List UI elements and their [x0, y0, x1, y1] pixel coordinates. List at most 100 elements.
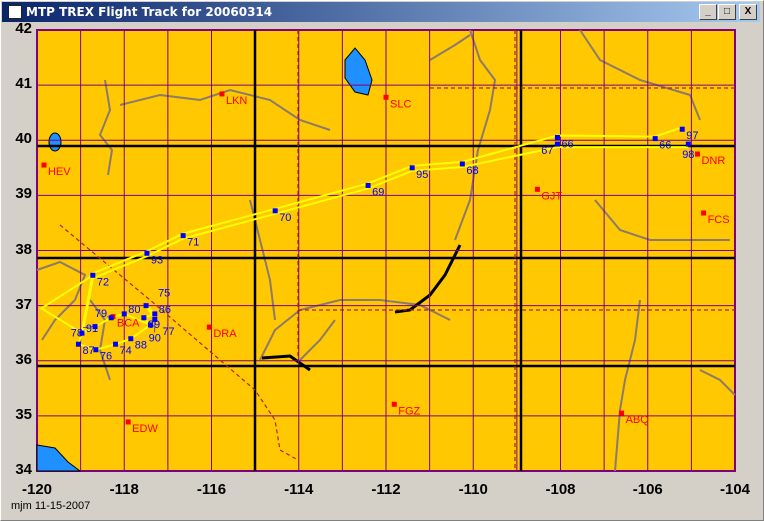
grid	[37, 30, 735, 471]
waypoint-label: 87	[82, 345, 94, 357]
waypoint-label: 66	[659, 140, 671, 152]
y-tick-label: 35	[15, 405, 32, 423]
waypoint-label: 77	[162, 326, 174, 338]
state-borders	[59, 30, 735, 471]
x-tick-label: -120	[21, 481, 53, 498]
station-label: DNR	[701, 155, 725, 167]
waypoint-label: 89	[148, 319, 160, 331]
track-segment	[39, 274, 94, 335]
y-tick-label: 36	[15, 350, 32, 368]
waypoint-marker	[90, 272, 96, 278]
waypoint-label: 97	[686, 130, 698, 142]
y-tick-label: 42	[15, 20, 32, 37]
waypoint-label: 67	[541, 145, 553, 157]
y-tick-label: 39	[15, 185, 32, 203]
waypoint-label: 66	[561, 138, 573, 150]
stations: LKN SLC HEV GJT DNR FCS DRA BCA FGZ ABQ EDW	[41, 91, 730, 435]
station-marker	[206, 324, 212, 330]
waypoint-marker	[79, 330, 85, 336]
waypoint-marker	[147, 322, 153, 328]
title-bar[interactable]: MTP TREX Flight Track for 20060314 _ □ X	[2, 2, 760, 22]
waypoint-label: 98	[682, 149, 694, 161]
waypoint-marker	[144, 250, 150, 256]
region-boundaries	[37, 30, 735, 471]
station-marker	[219, 91, 225, 97]
waypoint-marker	[679, 126, 685, 132]
station-label: DRA	[213, 328, 237, 340]
waypoint-marker	[121, 311, 127, 317]
waypoint-marker	[554, 134, 560, 140]
waypoint-marker	[141, 315, 147, 321]
x-tick-label: -112	[371, 481, 401, 498]
waypoint-marker	[272, 208, 278, 214]
app-icon	[8, 5, 22, 19]
waypoint-label: 93	[151, 254, 163, 266]
station-label: FCS	[708, 214, 730, 226]
track-segment	[80, 146, 689, 337]
waypoint-marker	[93, 347, 99, 353]
great-salt-lake	[344, 47, 373, 96]
x-tick-label: -104	[719, 481, 751, 498]
y-tick-label: 38	[15, 240, 32, 258]
station-label: HEV	[48, 166, 71, 178]
y-tick-label: 37	[15, 295, 32, 313]
maximize-button[interactable]: □	[718, 4, 736, 20]
station-label: GJT	[541, 190, 562, 202]
waypoint-label: 90	[149, 332, 161, 344]
close-button[interactable]: X	[739, 4, 757, 20]
y-tick-label: 34	[15, 461, 32, 478]
waypoint-label: 76	[100, 351, 112, 363]
waypoint-label: 72	[97, 276, 109, 288]
station-marker	[619, 410, 625, 416]
waypoint-label: 78	[71, 328, 83, 340]
waypoint-label: 95	[416, 169, 428, 181]
rivers	[36, 29, 736, 472]
x-tick-label: -116	[196, 481, 227, 498]
author-date-footer: mjm 11-15-2007	[11, 500, 91, 512]
waypoint-label: 80	[128, 304, 140, 316]
waypoint-label: 70	[279, 212, 291, 224]
waypoint-marker	[75, 341, 81, 347]
waypoint-label: 79	[95, 308, 107, 320]
pacific-ocean	[36, 444, 82, 472]
station-marker	[125, 419, 131, 425]
station-marker	[383, 94, 389, 100]
waypoint-label: 68	[466, 165, 478, 177]
waypoint-marker	[152, 316, 158, 322]
station-marker	[534, 186, 540, 192]
x-tick-label: -114	[284, 481, 314, 498]
y-tick-label: 41	[15, 75, 32, 93]
station-label: LKN	[226, 95, 247, 107]
lake-tahoe	[48, 132, 62, 152]
station-label: SLC	[390, 98, 411, 110]
waypoint-marker	[652, 136, 658, 142]
waypoint-marker	[128, 336, 134, 342]
station-label: BCA	[117, 318, 140, 330]
waypoint-marker	[365, 182, 371, 188]
waypoint-marker	[459, 161, 465, 167]
station-marker	[701, 210, 707, 216]
waypoint-marker	[180, 233, 186, 239]
waypoint-label: 69	[372, 186, 384, 198]
waypoint-marker	[685, 141, 691, 147]
waypoint-marker	[108, 315, 114, 321]
x-tick-label: -118	[109, 481, 139, 498]
y-tick-label: 40	[15, 130, 32, 148]
minimize-button[interactable]: _	[699, 4, 717, 20]
station-marker	[41, 162, 47, 168]
x-tick-label: -110	[458, 481, 488, 498]
x-tick-label: -108	[545, 481, 576, 498]
station-label: FGZ	[398, 405, 420, 417]
waypoint-marker	[113, 341, 119, 347]
waypoint-label: 88	[135, 340, 147, 352]
waypoint-marker	[152, 311, 158, 317]
waypoint-marker	[409, 165, 415, 171]
station-marker	[391, 401, 397, 407]
waypoint-marker	[143, 303, 149, 309]
waypoint-label: 86	[159, 304, 171, 316]
waypoint-label: 74	[120, 345, 132, 357]
station-label: EDW	[132, 423, 158, 435]
waypoint-marker	[554, 141, 560, 147]
x-tick-label: -106	[632, 481, 663, 498]
